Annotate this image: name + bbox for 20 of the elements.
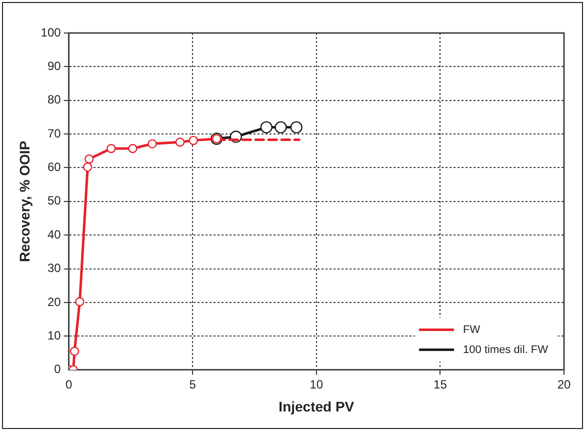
x-tick-label: 20: [557, 377, 571, 392]
y-tick-label: 60: [47, 160, 62, 174]
y-tick-label: 20: [47, 294, 62, 309]
x-tick-label: 15: [434, 377, 448, 392]
y-tick-label: 30: [47, 261, 62, 276]
y-tick-label: 70: [47, 126, 62, 140]
y-tick-label: 0: [54, 362, 62, 376]
y-tick-label: 90: [47, 58, 62, 73]
x-tick-label: 0: [65, 377, 72, 392]
y-tick-label: 50: [47, 194, 62, 208]
x-tick-label: 10: [310, 377, 324, 392]
x-axis-title: Injected PV: [278, 398, 355, 414]
y-tick-label: 80: [47, 92, 62, 107]
y-tick-label: 40: [47, 227, 62, 242]
legend-label: FW: [463, 324, 481, 336]
x-tick-label: 5: [189, 377, 196, 392]
y-tick-label: 100: [40, 25, 62, 40]
y-tick-label: 10: [47, 328, 62, 342]
legend-label: 100 times dil. FW: [463, 344, 549, 356]
y-axis-title: Recovery, % OOIP: [16, 140, 32, 262]
